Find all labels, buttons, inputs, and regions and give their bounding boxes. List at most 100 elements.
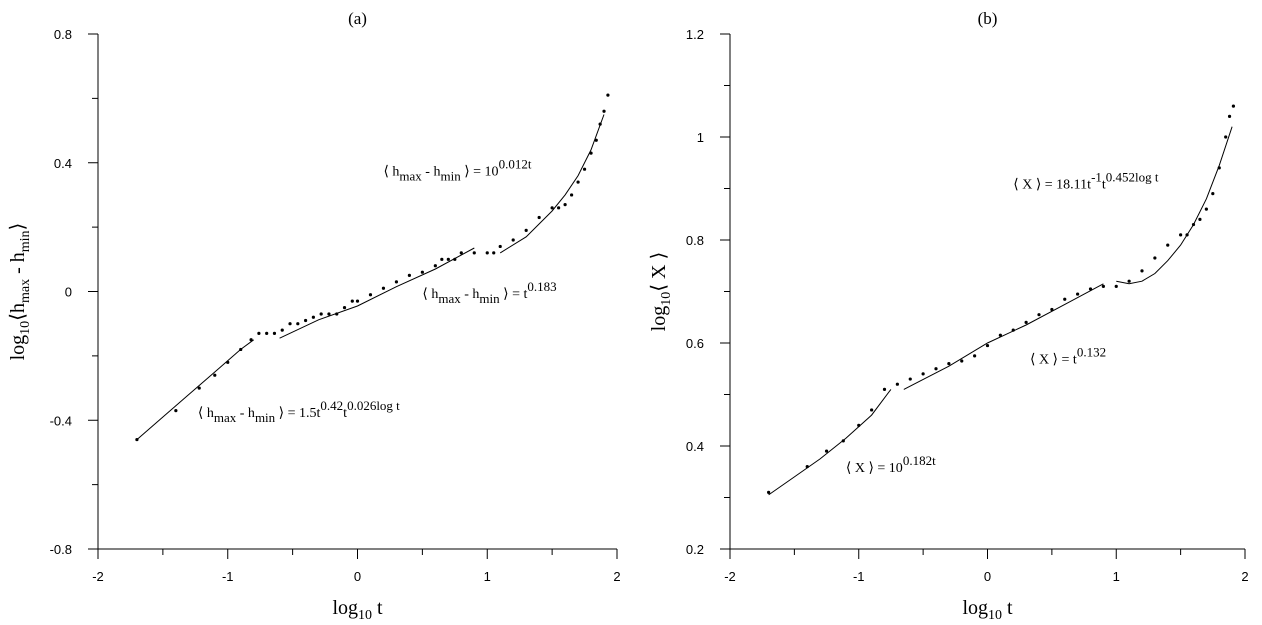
- panel-b-data-point: [1211, 192, 1215, 196]
- panel-a-x-tick-label: 1: [484, 569, 491, 584]
- panel-b-x-tick-label: -1: [853, 569, 865, 584]
- panel-a-data-point: [440, 257, 444, 261]
- panel-b-data-point: [985, 343, 990, 348]
- panel-a-chart: -2 -1 0 1 2 -0.8 -0.4 0 0.4 0.8 (a) log10 t log10⟨hm…: [7, 9, 621, 623]
- panel-a-y-tick-label: -0.8: [50, 542, 72, 557]
- panel-a-data-point: [272, 331, 277, 335]
- panel-a-data-point: [492, 251, 496, 255]
- panel-b-annotation-1: ⟨ X ⟩ = 18.11t-1t0.452log t: [1013, 170, 1159, 193]
- panel-a-data-point: [606, 93, 610, 97]
- panel-a-annotation-2: ⟨ hmax - hmin ⟩ = t0.183: [422, 279, 556, 306]
- panel-a-data-point: [602, 109, 606, 113]
- panel-b-data-point: [1024, 320, 1028, 324]
- panel-a-x-tick-label: 0: [354, 569, 361, 584]
- panel-a-data-point: [407, 273, 411, 278]
- panel-a-data-point: [433, 264, 437, 268]
- panel-b-data-point: [1140, 269, 1144, 273]
- panel-b-data-point: [1101, 284, 1105, 288]
- panel-a-data-point: [350, 299, 354, 303]
- panel-b-data-point: [1076, 292, 1080, 296]
- panel-b-y-tick-label: 0.4: [686, 439, 704, 454]
- panel-a-y-tick-label: -0.4: [50, 413, 72, 428]
- panel-a-data-point: [569, 193, 574, 197]
- panel-b-data-point: [767, 490, 771, 494]
- panel-b-data-point: [824, 449, 829, 453]
- panel-b-data-point: [947, 362, 951, 366]
- panel-b-x-tick-label: 0: [984, 569, 991, 584]
- panel-b-data-point: [1179, 233, 1183, 237]
- panel-b-y-tick-label: 1.2: [686, 27, 704, 42]
- panel-a-data-point: [498, 244, 502, 249]
- panel-b-data-point: [921, 372, 925, 376]
- panel-b-x-tick-label: 2: [1241, 569, 1248, 584]
- panel-b-y-tick-label: 1: [697, 130, 704, 145]
- panel-a-data-point: [582, 167, 587, 171]
- panel-a-data-point: [550, 206, 554, 210]
- panel-a-data-point: [420, 270, 424, 274]
- panel-a-data-point: [446, 257, 450, 261]
- panel-a-data-point: [319, 312, 323, 316]
- panel-b-data-point: [1153, 256, 1157, 260]
- panel-b-data-point: [973, 354, 977, 358]
- panel-a-data-point: [459, 251, 463, 255]
- panel-a-data-point: [296, 322, 300, 326]
- panel-a-data-point: [304, 318, 308, 323]
- panel-a-data-point: [594, 138, 598, 142]
- panel-a-data-point: [524, 228, 528, 232]
- panel-b-data-point: [870, 408, 874, 412]
- panel-a-data-point: [381, 286, 386, 290]
- panel-b-data-point: [1037, 313, 1041, 317]
- panel-a-data-point: [485, 251, 489, 255]
- panel-a-y-tick-label: 0: [65, 285, 72, 300]
- panel-a-fit-line-2: [279, 247, 475, 339]
- panel-a-fit-line-1: [136, 339, 254, 440]
- panel-b-annotation-3: ⟨ X ⟩ = 100.182t: [846, 453, 936, 476]
- panel-b-data-point: [1227, 114, 1232, 118]
- panel-b-data-point: [1114, 284, 1118, 288]
- panel-b-fit-line-1: [768, 389, 892, 496]
- panel-a-data-point: [311, 315, 315, 319]
- panel-a-x-axis-label: log10 t: [332, 597, 383, 623]
- panel-a-y-tick-label: 0.8: [54, 27, 72, 42]
- panel-a-y-axis-label: log10⟨hmax - hmin⟩: [7, 223, 33, 361]
- panel-b-x-tick-label: 1: [1113, 569, 1120, 584]
- panel-b-y-tick-label: 0.2: [686, 542, 704, 557]
- panel-a-data-point: [342, 305, 347, 310]
- panel-a-data-point: [197, 386, 201, 390]
- panel-a-data-point: [511, 238, 515, 242]
- panel-b-chart: -2 -1 0 1 2 0.2 0.4 0.6 0.8 1 1.2 (b) log10 t log10⟨ …: [648, 9, 1249, 623]
- panel-a-data-point: [327, 312, 331, 316]
- panel-a-y-tick-label: 0.4: [54, 156, 72, 171]
- panel-b-y-tick-label: 0.6: [686, 336, 704, 351]
- panel-a-x-tick-label: -1: [222, 569, 234, 584]
- panel-b-fit-line-3: [1116, 126, 1233, 285]
- panel-b-y-tick-label: 0.8: [686, 233, 704, 248]
- panel-b-data-point: [895, 382, 899, 386]
- panel-a-data-point: [174, 408, 178, 413]
- panel-a-data-point: [394, 280, 399, 284]
- panel-a-data-point: [368, 293, 373, 297]
- panel-a-data-point: [576, 180, 580, 184]
- panel-a-data-point: [557, 206, 561, 210]
- panel-b-data-point: [934, 367, 938, 371]
- panel-a-annotation-3: ⟨ hmax - hmin ⟩ = 1.5t0.42t0.026log t: [198, 398, 400, 425]
- panel-b-data-point: [1063, 297, 1067, 301]
- panel-b-y-axis-label: log10⟨ X ⟩: [648, 252, 674, 332]
- panel-a-data-point: [472, 251, 476, 255]
- panel-a-data-point: [213, 373, 217, 377]
- panel-a-title: (a): [348, 9, 367, 28]
- panel-b-data-point: [1198, 217, 1202, 221]
- panel-b-x-tick-label: -2: [724, 569, 736, 584]
- panel-b-fit-line-2: [903, 283, 1104, 390]
- panel-b-x-axis-label: log10 t: [962, 597, 1013, 623]
- panel-b-data-point: [1231, 104, 1236, 108]
- panel-a-data-point: [563, 202, 567, 207]
- panel-a-data-point: [257, 331, 261, 335]
- panel-b-data-point: [960, 359, 964, 363]
- panel-b-data-point: [1224, 135, 1228, 139]
- panel-a-x-tick-label: 2: [613, 569, 620, 584]
- panel-b-data-point: [1204, 207, 1208, 211]
- panel-a-fit-line-3: [499, 114, 605, 254]
- panel-a-data-point: [537, 215, 541, 220]
